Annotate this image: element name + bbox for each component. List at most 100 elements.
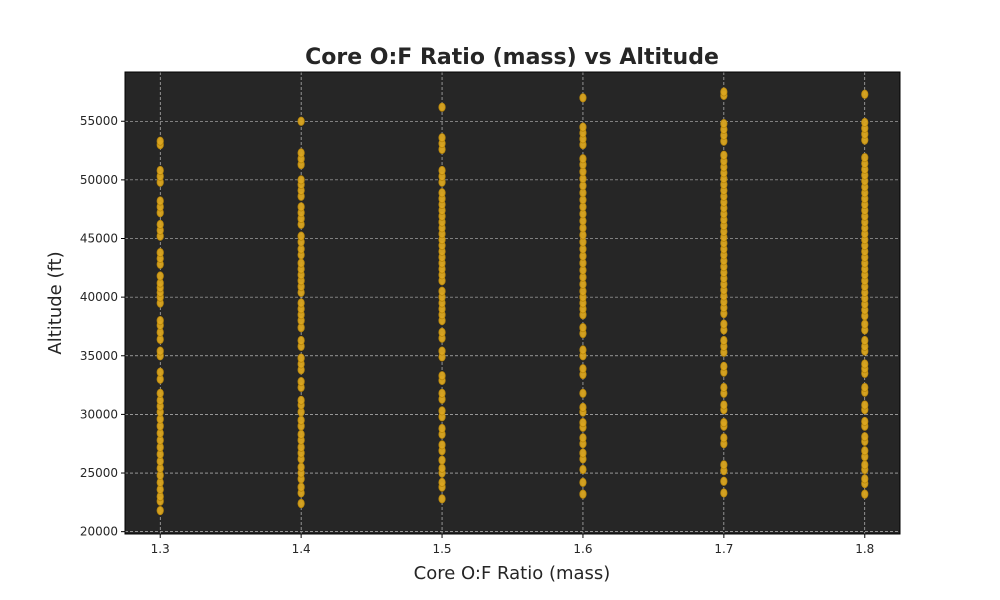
data-point (579, 489, 587, 499)
data-point (720, 418, 728, 428)
x-tick-label: 1.3 (151, 542, 170, 556)
data-point (297, 482, 305, 492)
data-point (579, 364, 587, 374)
data-point (579, 433, 587, 443)
data-point (861, 460, 869, 470)
data-point (861, 489, 869, 499)
data-point (156, 367, 164, 377)
data-point (438, 346, 446, 356)
data-point (156, 196, 164, 206)
data-point (438, 455, 446, 465)
data-point (156, 388, 164, 398)
data-point (861, 432, 869, 442)
data-point (720, 433, 728, 443)
data-point (156, 219, 164, 230)
data-point (579, 477, 587, 488)
plot-area (125, 72, 900, 534)
y-axis-ticks: 20000 25000 30000 35000 40000 45000 50000 55000 (80, 114, 125, 539)
data-point (297, 498, 305, 509)
data-point (861, 382, 869, 393)
data-point (156, 247, 164, 258)
data-point (438, 463, 446, 473)
data-point (438, 188, 446, 198)
x-tick-label: 1.7 (714, 542, 733, 556)
data-point (438, 388, 446, 398)
data-point (861, 400, 869, 410)
data-point (579, 402, 587, 412)
data-point (156, 346, 164, 356)
data-point (579, 464, 587, 475)
data-point (297, 175, 305, 185)
data-point (297, 376, 305, 387)
data-point (861, 319, 869, 329)
data-point (720, 335, 728, 346)
data-point (861, 89, 869, 99)
data-point (297, 258, 305, 268)
data-point (297, 353, 305, 363)
data-point (579, 323, 587, 333)
data-point (297, 335, 305, 346)
x-axis-ticks: 1.3 1.4 1.5 1.6 1.7 1.8 (151, 534, 874, 556)
data-point (438, 133, 446, 143)
data-point (579, 345, 587, 355)
data-point (579, 448, 587, 458)
data-point (861, 359, 869, 369)
data-point (720, 476, 728, 486)
data-point (438, 165, 446, 176)
data-point (297, 462, 305, 472)
chart-title: Core O:F Ratio (mass) vs Altitude (305, 45, 719, 70)
data-point (297, 202, 305, 212)
data-point (861, 335, 869, 346)
data-point (861, 117, 869, 128)
y-tick-label: 25000 (80, 466, 118, 480)
data-point (438, 286, 446, 296)
data-point (297, 429, 305, 439)
data-point (579, 388, 587, 398)
data-point (438, 423, 446, 434)
data-point (579, 154, 587, 164)
x-axis-label: Core O:F Ratio (mass) (414, 563, 611, 584)
data-point (156, 136, 164, 146)
data-point (438, 327, 446, 337)
data-point (720, 319, 728, 329)
y-tick-label: 30000 (80, 407, 118, 421)
data-point (579, 93, 587, 103)
data-point (720, 488, 728, 498)
data-point (579, 418, 587, 428)
data-point (438, 477, 446, 488)
y-tick-label: 45000 (80, 232, 118, 246)
data-point (297, 231, 305, 241)
data-points (156, 87, 869, 516)
x-tick-label: 1.6 (573, 542, 592, 556)
x-tick-label: 1.4 (292, 542, 311, 556)
y-tick-label: 50000 (80, 173, 118, 187)
data-point (720, 460, 728, 470)
y-tick-label: 55000 (80, 114, 118, 128)
data-point (438, 440, 446, 450)
y-tick-label: 20000 (80, 525, 118, 539)
data-point (438, 371, 446, 381)
x-tick-label: 1.5 (432, 542, 451, 556)
data-point (861, 474, 869, 484)
x-tick-label: 1.8 (855, 542, 874, 556)
data-point (861, 152, 869, 163)
data-point (438, 102, 446, 112)
plot-frame (124, 71, 901, 535)
data-point (297, 298, 305, 308)
data-point (156, 505, 164, 516)
data-point (438, 406, 446, 416)
data-point (297, 395, 305, 405)
data-point (438, 494, 446, 504)
data-point (297, 116, 305, 126)
data-point (720, 118, 728, 129)
data-point (156, 315, 164, 326)
y-tick-label: 40000 (80, 290, 118, 304)
data-point (579, 122, 587, 132)
data-point (156, 271, 164, 281)
data-point (720, 87, 728, 97)
data-point (297, 148, 305, 158)
data-point (297, 415, 305, 425)
data-point (720, 150, 728, 160)
data-point (720, 400, 728, 410)
